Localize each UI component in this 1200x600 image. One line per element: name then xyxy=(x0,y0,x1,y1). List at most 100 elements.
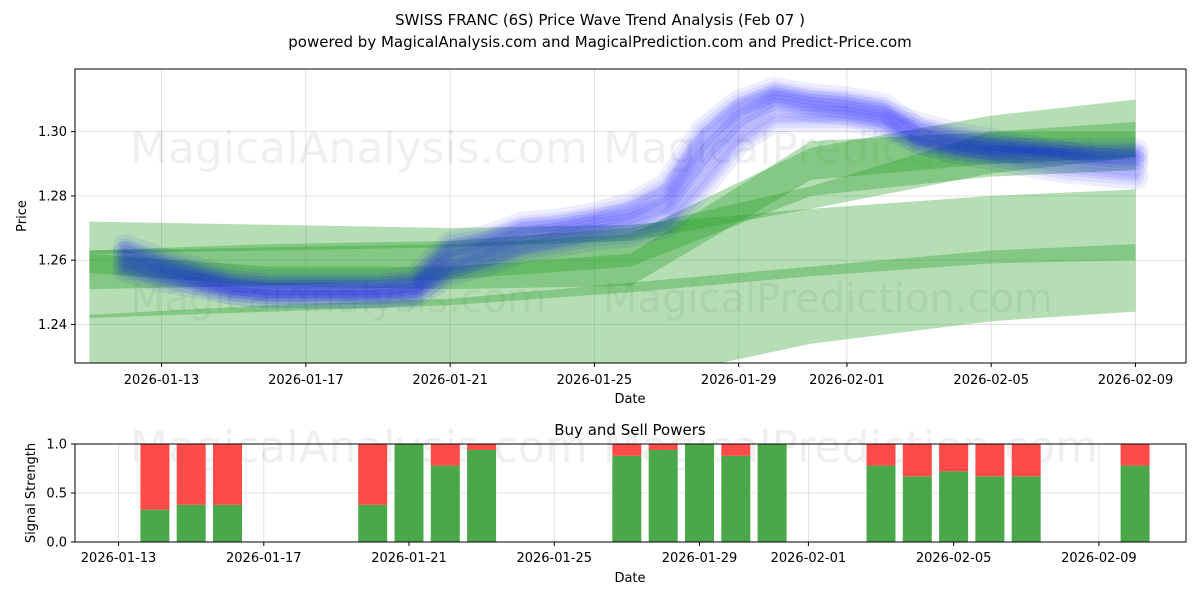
watermark-top-left: MagicalAnalysis.com xyxy=(130,123,588,174)
buy-power-bar xyxy=(866,465,896,542)
watermark-top-right: MagicalPrediction.com xyxy=(603,123,1098,174)
buy-power-bar xyxy=(430,465,460,542)
signal-bars-layer xyxy=(140,444,1150,542)
signal-y-axis-label: Signal Strength xyxy=(24,443,39,543)
blue-price-wave xyxy=(112,105,1149,309)
blue-price-wave xyxy=(112,89,1149,309)
sell-power-bar xyxy=(358,444,388,505)
price-x-tick-label: 2026-01-17 xyxy=(268,373,344,388)
blue-price-wave xyxy=(120,90,1141,295)
signal-x-tick-label: 2026-02-01 xyxy=(771,551,847,566)
buy-power-bar xyxy=(1120,465,1150,542)
signal-chart-title: Buy and Sell Powers xyxy=(554,421,706,439)
buy-power-bar xyxy=(1011,476,1041,542)
blue-price-wave xyxy=(120,113,1141,301)
watermark-mid-right: MagicalPrediction.com xyxy=(603,276,1053,322)
sell-power-bar xyxy=(430,444,460,466)
blue-price-wave xyxy=(116,80,1145,292)
buy-power-bar xyxy=(721,455,751,542)
buy-power-bar xyxy=(140,509,170,542)
price-series-layer xyxy=(89,76,1149,363)
figure-subtitle: powered by MagicalAnalysis.com and Magic… xyxy=(288,33,912,51)
blue-price-wave xyxy=(116,87,1145,299)
price-y-tick-label: 1.30 xyxy=(38,125,67,140)
buy-power-bar xyxy=(612,455,642,542)
price-x-ticks: 2026-01-13 2026-01-17 2026-01-21 2026-01-25… xyxy=(124,363,1173,388)
sell-power-bar xyxy=(975,444,1005,477)
blue-price-wave xyxy=(120,84,1141,289)
price-x-tick-label: 2026-02-09 xyxy=(1098,373,1174,388)
signal-x-axis-label: Date xyxy=(614,571,645,586)
sell-power-bar xyxy=(213,444,242,505)
blue-price-wave xyxy=(122,86,1139,286)
blue-price-wave xyxy=(120,97,1141,301)
figure-title: SWISS FRANC (6S) Price Wave Trend Analys… xyxy=(395,11,805,29)
green-forecast-band xyxy=(89,189,1136,363)
sell-power-bar xyxy=(612,444,642,456)
sell-power-bar xyxy=(467,444,497,450)
price-chart: MagicalAnalysis.com MagicalPrediction.co… xyxy=(15,68,1187,407)
sell-power-bar xyxy=(939,444,969,472)
green-forecast-band xyxy=(89,131,1136,290)
sell-power-bar xyxy=(721,444,751,456)
buy-power-bar xyxy=(648,449,678,542)
price-plot-area xyxy=(75,69,1186,363)
blue-price-wave xyxy=(112,76,1149,296)
price-x-axis-label: Date xyxy=(614,392,645,407)
price-y-ticks: 1.24 1.26 1.28 1.30 xyxy=(38,125,75,333)
green-forecast-band xyxy=(89,122,1136,254)
blue-price-wave xyxy=(116,93,1145,305)
blue-price-wave xyxy=(122,115,1139,299)
signal-x-tick-label: 2026-02-05 xyxy=(916,551,992,566)
sell-power-bar xyxy=(140,444,170,510)
signal-x-tick-label: 2026-01-25 xyxy=(516,551,592,566)
sell-power-bar xyxy=(176,444,206,505)
price-y-tick-label: 1.28 xyxy=(38,189,67,204)
buy-power-bar xyxy=(394,444,424,542)
buy-power-bar xyxy=(939,471,969,542)
signal-x-tick-label: 2026-01-17 xyxy=(226,551,302,566)
price-y-axis-label: Price xyxy=(15,200,30,232)
price-x-tick-label: 2026-01-21 xyxy=(412,373,488,388)
buy-power-bar xyxy=(358,504,388,542)
price-grid xyxy=(75,69,1186,363)
price-x-tick-label: 2026-02-05 xyxy=(953,373,1029,388)
buy-power-bar xyxy=(902,476,932,542)
sell-power-bar xyxy=(1120,444,1150,466)
buy-power-bar xyxy=(176,504,206,542)
sell-power-bar xyxy=(648,444,678,450)
signal-x-tick-label: 2026-01-21 xyxy=(371,551,447,566)
signal-x-tick-label: 2026-02-09 xyxy=(1061,551,1137,566)
green-forecast-band xyxy=(89,99,1136,290)
blue-price-wave xyxy=(122,93,1139,293)
buy-power-bar xyxy=(685,444,714,542)
buy-power-bar xyxy=(975,476,1005,542)
signal-x-ticks: 2026-01-13 2026-01-17 2026-01-21 2026-01-25… xyxy=(81,542,1137,566)
blue-price-wave xyxy=(122,99,1139,299)
price-x-tick-label: 2026-02-01 xyxy=(809,373,885,388)
signal-y-tick-label: 1.0 xyxy=(46,438,67,453)
price-plot-frame xyxy=(74,68,1187,364)
sell-power-bar xyxy=(866,444,896,466)
signal-y-tick-label: 0.5 xyxy=(46,487,67,502)
signal-y-tick-label: 0.0 xyxy=(46,536,67,551)
blue-price-wave xyxy=(116,109,1145,305)
buy-power-bar xyxy=(757,444,787,542)
signal-chart: Buy and Sell Powers MagicalAnalysis.com … xyxy=(24,421,1187,586)
price-y-tick-label: 1.24 xyxy=(38,318,67,333)
signal-x-tick-label: 2026-01-13 xyxy=(81,551,157,566)
green-forecast-band xyxy=(89,244,1136,318)
signal-x-tick-label: 2026-01-29 xyxy=(662,551,738,566)
buy-power-bar xyxy=(213,504,242,542)
watermark-mid-left: MagicalAnalysis.com xyxy=(130,276,546,322)
price-y-tick-label: 1.26 xyxy=(38,254,67,269)
sell-power-bar xyxy=(902,444,932,477)
price-x-tick-label: 2026-01-25 xyxy=(557,373,633,388)
blue-price-wave xyxy=(112,83,1149,303)
buy-power-bar xyxy=(467,449,497,542)
price-x-tick-label: 2026-01-29 xyxy=(701,373,777,388)
sell-power-bar xyxy=(1011,444,1041,477)
signal-y-ticks: 0.0 0.5 1.0 xyxy=(46,438,75,551)
price-x-tick-label: 2026-01-13 xyxy=(124,373,200,388)
